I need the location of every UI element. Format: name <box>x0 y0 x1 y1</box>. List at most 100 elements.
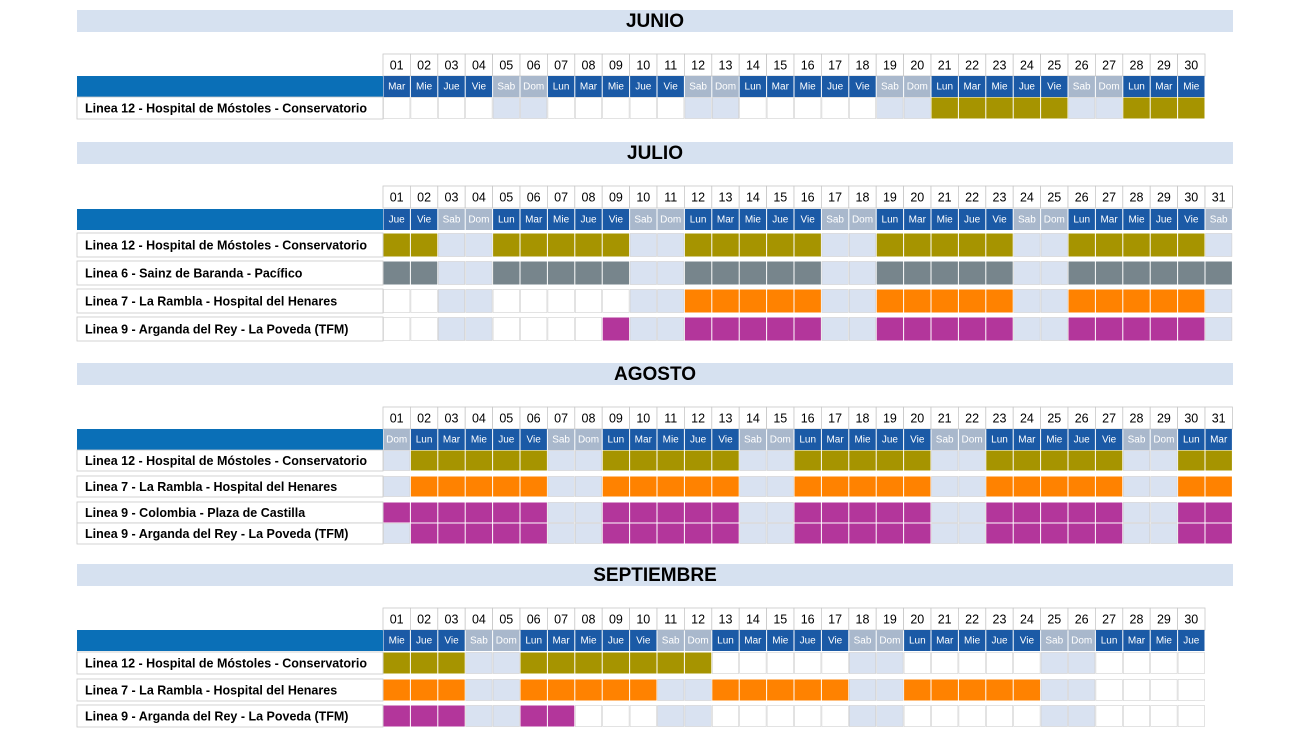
weekday-cell <box>986 76 1013 97</box>
day-status <box>931 450 959 471</box>
weekday-cell <box>493 76 520 97</box>
day-status <box>904 450 931 471</box>
day-status <box>986 317 1013 341</box>
day-status <box>958 476 986 497</box>
day-status <box>438 679 465 701</box>
day-status <box>383 502 410 523</box>
day-status <box>767 317 794 341</box>
day-status <box>1123 289 1150 313</box>
day-status <box>794 233 821 257</box>
weekday-label: Lun <box>690 215 707 226</box>
line-name: Linea 12 - Hospital de Móstoles - Conser… <box>85 238 367 252</box>
weekday-label: Dom <box>1044 215 1065 226</box>
day-status <box>383 679 410 701</box>
day-status <box>410 679 438 701</box>
day-status <box>1178 261 1205 285</box>
day-status <box>547 233 575 257</box>
day-number: 07 <box>554 612 568 626</box>
day-status <box>547 679 575 701</box>
header-bar <box>77 209 383 230</box>
day-status <box>1041 97 1068 119</box>
day-number: 09 <box>609 58 623 72</box>
day-status <box>821 705 849 727</box>
day-number: 12 <box>691 190 705 204</box>
line-name-cell <box>76 288 384 314</box>
weekday-label: Jue <box>827 82 844 93</box>
day-status <box>821 502 849 523</box>
day-status <box>547 476 575 497</box>
weekday-label: Vie <box>609 215 624 226</box>
line-name-cell <box>76 316 384 342</box>
day-status <box>1095 317 1123 341</box>
day-status <box>958 502 986 523</box>
weekday-label: Vie <box>910 435 925 446</box>
weekday-label: Vie <box>444 636 459 647</box>
day-status <box>711 97 739 119</box>
weekday-cell <box>1095 76 1123 97</box>
day-number: 29 <box>1157 411 1171 425</box>
day-status <box>1177 679 1205 701</box>
weekday-label: Vie <box>992 215 1007 226</box>
day-number: 14 <box>746 411 760 425</box>
day-status <box>958 679 986 701</box>
day-status <box>1095 705 1123 727</box>
day-status <box>739 652 767 674</box>
day-number: 13 <box>719 190 733 204</box>
day-status <box>958 317 986 341</box>
day-status <box>465 476 493 497</box>
day-status <box>465 679 493 701</box>
weekday-cell <box>1095 630 1123 651</box>
day-status <box>630 450 657 471</box>
day-number: 26 <box>1075 612 1089 626</box>
day-number: 22 <box>965 190 979 204</box>
day-status <box>493 233 520 257</box>
weekday-label: Sab <box>689 82 707 93</box>
day-status <box>410 233 438 257</box>
day-status <box>1013 523 1041 544</box>
weekday-cell <box>684 429 712 450</box>
weekday-label: Sab <box>1128 435 1146 446</box>
day-status <box>657 679 685 701</box>
day-number: 05 <box>499 190 513 204</box>
day-status <box>1040 289 1068 313</box>
day-number: 18 <box>856 411 870 425</box>
weekday-label: Mar <box>1128 636 1146 647</box>
day-number: 18 <box>856 612 870 626</box>
weekday-cell <box>876 429 904 450</box>
weekday-label: Lun <box>936 82 953 93</box>
weekday-label: Dom <box>496 636 517 647</box>
day-number: 25 <box>1047 58 1061 72</box>
weekday-label: Lun <box>991 435 1008 446</box>
day-number: 19 <box>883 612 897 626</box>
weekday-label: Sab <box>1210 215 1228 226</box>
day-number: 24 <box>1020 58 1034 72</box>
day-status <box>465 450 493 471</box>
day-status <box>1150 317 1178 341</box>
weekday-label: Sab <box>744 435 762 446</box>
weekday-label: Dom <box>852 215 873 226</box>
weekday-label: Jue <box>416 636 433 647</box>
day-number: 07 <box>554 190 568 204</box>
weekday-label: Vie <box>718 435 733 446</box>
weekday-cell <box>1041 209 1068 230</box>
weekday-label: Mie <box>991 82 1008 93</box>
weekday-cell <box>657 630 684 651</box>
day-status <box>602 97 630 119</box>
weekday-label: Dom <box>907 82 928 93</box>
weekday-label: Mie <box>772 636 789 647</box>
month-title: JULIO <box>627 143 683 164</box>
day-number: 02 <box>417 58 431 72</box>
day-status <box>520 679 547 701</box>
day-status <box>1095 289 1123 313</box>
weekday-cell <box>739 76 767 97</box>
day-status <box>1013 652 1041 674</box>
weekday-cell <box>438 209 465 230</box>
day-number: 11 <box>664 411 677 425</box>
day-status <box>903 705 931 727</box>
day-status <box>520 289 548 313</box>
weekday-label: Mie <box>389 636 406 647</box>
day-number: 28 <box>1130 612 1144 626</box>
weekday-cell <box>684 630 712 651</box>
weekday-cell <box>1041 76 1068 97</box>
day-number: 27 <box>1102 411 1116 425</box>
